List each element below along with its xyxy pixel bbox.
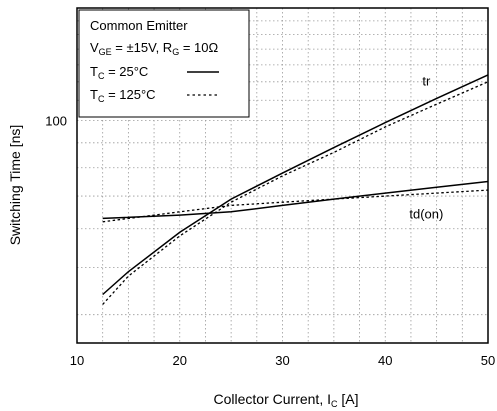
legend-entry-label: TC = 25°C [90, 64, 148, 81]
legend-entry-label: TC = 125°C [90, 87, 156, 104]
x-tick-label: 40 [378, 353, 392, 368]
curve-label: tr [422, 73, 431, 88]
plot-frame [76, 7, 489, 344]
y-axis-title: Switching Time [ns] [7, 125, 23, 246]
y-tick-label: 100 [45, 113, 67, 128]
series-group [102, 74, 489, 305]
x-tick-label: 50 [481, 353, 495, 368]
curve-label: td(on) [409, 206, 443, 221]
x-tick-label: 10 [70, 353, 84, 368]
series-line-tdon-dotted [102, 189, 489, 223]
legend-condition: VGE = ±15V, RG = 10Ω [90, 40, 218, 57]
curve-labels: tr td(on) [409, 73, 443, 221]
x-axis-title: Collector Current, IC [A] [214, 391, 359, 409]
x-tick-label: 30 [275, 353, 289, 368]
legend-title: Common Emitter [90, 18, 188, 33]
x-tick-label: 20 [173, 353, 187, 368]
series-line-tdon-solid [102, 180, 489, 220]
legend: Common Emitter VGE = ±15V, RG = 10Ω TC = 2… [78, 9, 250, 118]
tick-labels: 10 20 30 40 50 100 [45, 113, 495, 368]
series-line-tr-solid [102, 74, 489, 296]
legend-box [78, 9, 250, 118]
